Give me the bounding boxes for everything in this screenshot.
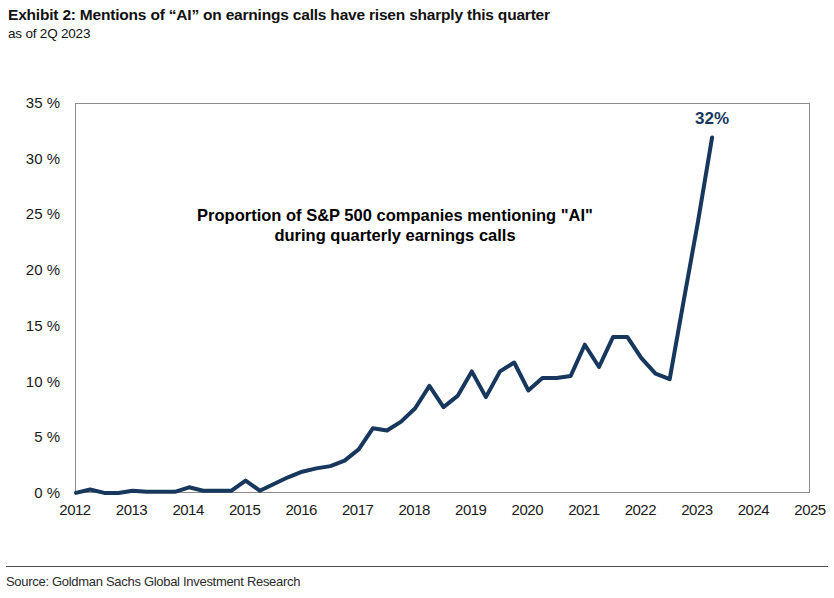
x-tick-label: 2015 [217, 501, 273, 518]
chart-annotation-line2: during quarterly earnings calls [130, 226, 660, 246]
chart-page: Exhibit 2: Mentions of “AI” on earnings … [0, 0, 834, 598]
plot-area [75, 103, 810, 493]
y-tick-label: 10 % [0, 373, 60, 391]
peak-value-label: 32% [695, 109, 729, 129]
y-tick-label: 30 % [0, 150, 60, 168]
x-tick-label: 2018 [386, 501, 442, 518]
exhibit-title: Exhibit 2: Mentions of “AI” on earnings … [8, 6, 808, 24]
y-tick-label: 20 % [0, 261, 60, 279]
x-tick-label: 2023 [669, 501, 725, 518]
y-tick-label: 5 % [0, 428, 60, 446]
x-tick-label: 2025 [782, 501, 834, 518]
x-tick-label: 2017 [330, 501, 386, 518]
x-tick-label: 2022 [612, 501, 668, 518]
y-tick-label: 25 % [0, 205, 60, 223]
exhibit-subtitle: as of 2Q 2023 [8, 26, 808, 41]
x-tick-label: 2012 [47, 501, 103, 518]
y-tick-label: 15 % [0, 317, 60, 335]
chart-annotation: Proportion of S&P 500 companies mentioni… [130, 206, 660, 245]
y-tick-label: 0 % [0, 484, 60, 502]
source-attribution: Source: Goldman Sachs Global Investment … [6, 574, 806, 589]
x-tick-label: 2013 [104, 501, 160, 518]
x-tick-label: 2014 [160, 501, 216, 518]
ai-mentions-series-line [76, 137, 712, 493]
x-tick-label: 2016 [273, 501, 329, 518]
x-tick-label: 2020 [499, 501, 555, 518]
x-tick-label: 2021 [556, 501, 612, 518]
ai-mentions-line-chart [76, 104, 811, 494]
source-divider [6, 566, 828, 567]
y-tick-label: 35 % [0, 94, 60, 112]
x-tick-label: 2024 [725, 501, 781, 518]
x-tick-label: 2019 [443, 501, 499, 518]
chart-annotation-line1: Proportion of S&P 500 companies mentioni… [130, 206, 660, 226]
